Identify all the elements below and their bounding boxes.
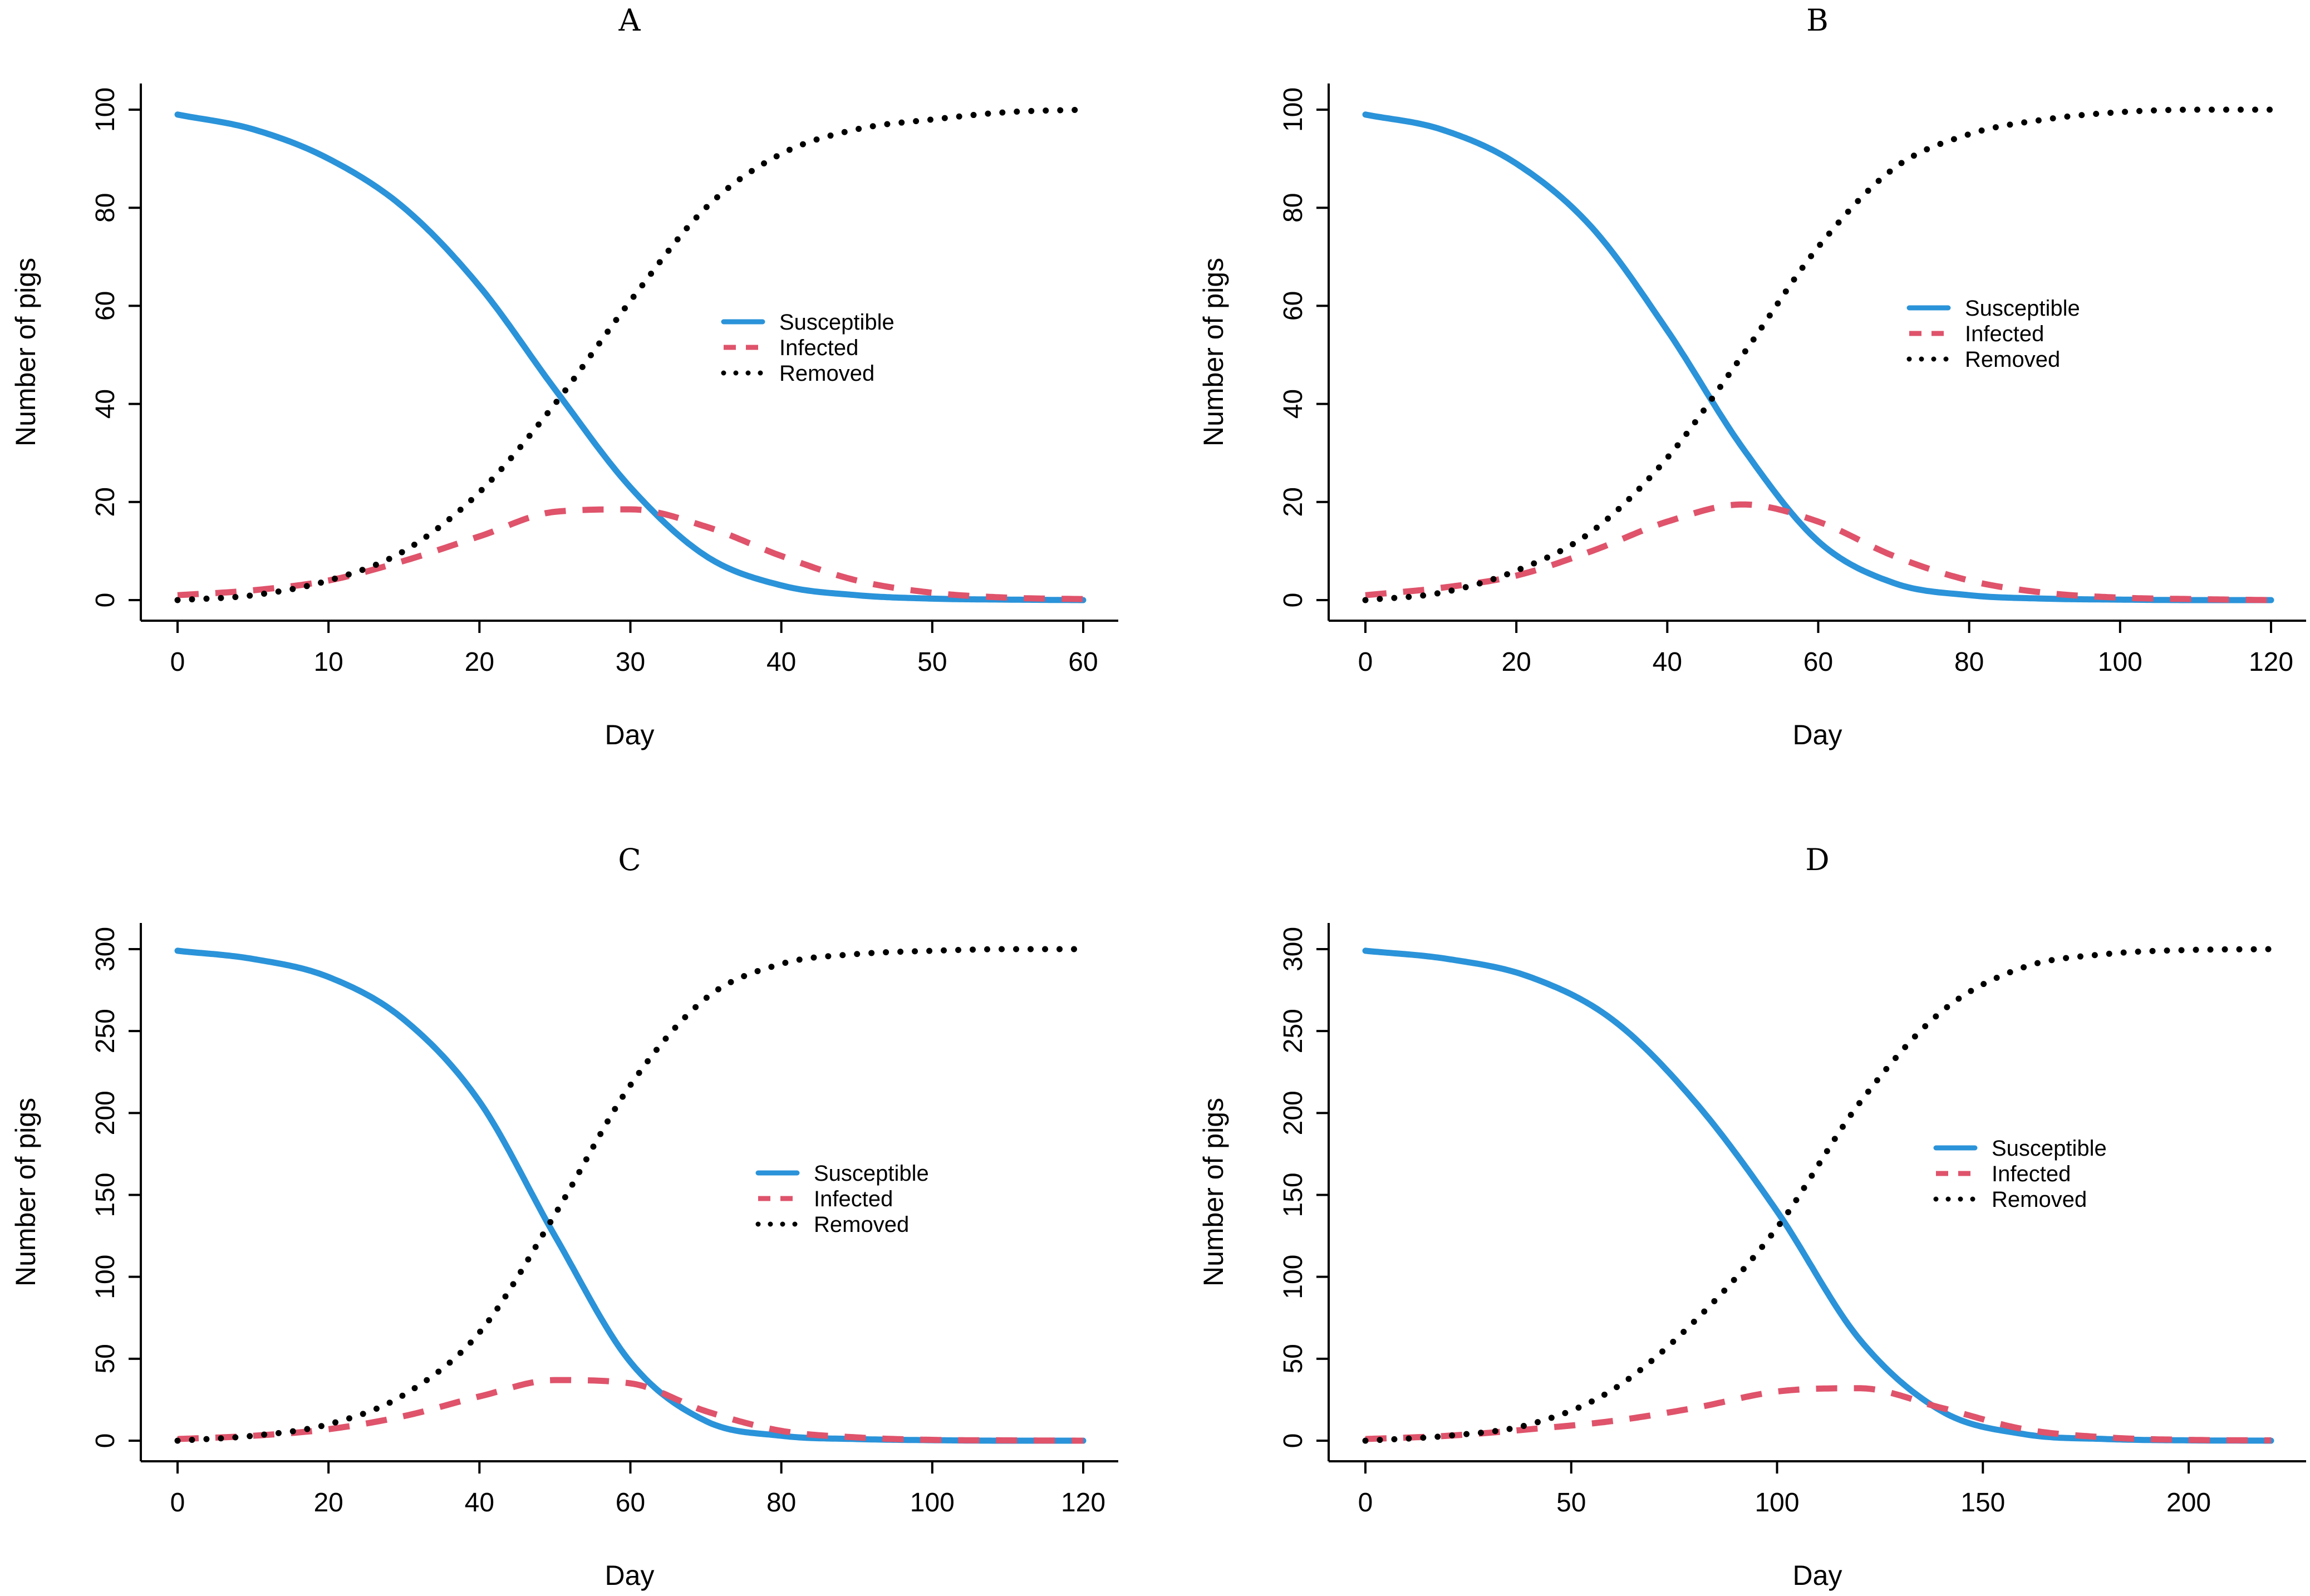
y-tick-label: 100	[1279, 87, 1308, 132]
y-tick-label: 300	[1279, 927, 1308, 971]
y-tick-label: 0	[1279, 593, 1308, 608]
y-tick-label: 150	[1279, 1172, 1308, 1217]
x-tick-label: 150	[1960, 1488, 2005, 1518]
x-tick-label: 20	[1501, 647, 1531, 677]
legend-label-removed: Removed	[814, 1212, 909, 1237]
x-axis-title: Day	[605, 1560, 655, 1591]
x-tick-label: 50	[1556, 1488, 1586, 1518]
y-tick-label: 100	[91, 1255, 120, 1299]
y-tick-label: 0	[91, 593, 120, 608]
y-tick-label: 100	[1279, 1255, 1308, 1299]
x-tick-label: 80	[1954, 647, 1984, 677]
panel-b: B 0 20 40 60 80 100 120 0 20 40 60 80 100 Day Number of…	[1198, 3, 2306, 750]
x-tick-label: 100	[1754, 1488, 1799, 1518]
x-tick-label: 10	[313, 647, 343, 677]
legend-label-infected: Infected	[779, 336, 858, 360]
series-line-susceptible	[1362, 111, 2274, 603]
y-axis-title: Number of pigs	[10, 258, 41, 446]
x-axis-title: Day	[605, 719, 655, 750]
y-axis-title: Number of pigs	[10, 1098, 41, 1286]
x-tick-label: 0	[1358, 647, 1373, 677]
y-tick-label: 50	[1279, 1344, 1308, 1373]
y-tick-label: 60	[1279, 291, 1308, 321]
x-tick-label: 20	[313, 1488, 343, 1518]
legend-label-susceptible: Susceptible	[1992, 1136, 2107, 1161]
y-tick-label: 200	[1279, 1091, 1308, 1135]
y-tick-label: 250	[91, 1009, 120, 1053]
series-line-susceptible	[1362, 947, 2274, 1444]
series-line-infected	[1365, 501, 2272, 603]
y-tick-label: 40	[1279, 389, 1308, 419]
x-tick-label: 200	[2166, 1488, 2211, 1518]
y-tick-label: 80	[1279, 193, 1308, 223]
x-tick-label: 0	[170, 1488, 185, 1518]
x-tick-label: 60	[1068, 647, 1098, 677]
legend-label-removed: Removed	[779, 361, 874, 386]
panel-a: A 0 10 20 30 40 50 60 0 20 40 60 80 100 Day Number of p…	[10, 3, 1118, 750]
panel-title: D	[1805, 842, 1829, 877]
legend-label-susceptible: Susceptible	[779, 310, 894, 335]
y-tick-label: 150	[91, 1172, 120, 1217]
x-axis-title: Day	[1793, 1560, 1842, 1591]
series-line-infected	[1365, 1385, 2272, 1443]
y-tick-label: 50	[91, 1344, 120, 1373]
legend-label-removed: Removed	[1992, 1187, 2087, 1212]
x-tick-label: 40	[766, 647, 796, 677]
panel-title: C	[618, 842, 641, 877]
legend-label-infected: Infected	[1992, 1162, 2071, 1186]
y-tick-label: 0	[91, 1433, 120, 1448]
series-line-infected	[177, 1377, 1084, 1444]
legend-label-removed: Removed	[1965, 347, 2060, 372]
x-tick-label: 40	[1653, 647, 1682, 677]
legend-label-infected: Infected	[1965, 322, 2044, 346]
legend-label-infected: Infected	[814, 1187, 893, 1211]
series-line-removed	[174, 106, 1087, 603]
y-tick-label: 60	[91, 291, 120, 321]
x-tick-label: 0	[170, 647, 185, 677]
x-tick-label: 100	[2098, 647, 2142, 677]
series-line-infected	[177, 506, 1084, 602]
panel-title: B	[1806, 3, 1829, 38]
y-axis-title: Number of pigs	[1198, 258, 1229, 446]
x-tick-label: 60	[1803, 647, 1833, 677]
series-line-removed	[1362, 946, 2274, 1444]
x-tick-label: 120	[2249, 647, 2293, 677]
y-tick-label: 20	[91, 487, 120, 517]
panel-title: A	[618, 3, 641, 38]
x-tick-label: 120	[1061, 1488, 1105, 1518]
x-tick-label: 30	[616, 647, 645, 677]
x-tick-label: 20	[465, 647, 494, 677]
series-line-susceptible	[174, 947, 1087, 1444]
y-axis-title: Number of pigs	[1198, 1098, 1229, 1286]
y-tick-label: 40	[91, 389, 120, 419]
x-tick-label: 80	[766, 1488, 796, 1518]
x-tick-label: 0	[1358, 1488, 1373, 1518]
panel-d: D 0 50 100 150 200 0 50 100 150 200 250 300 Day Number…	[1198, 842, 2306, 1591]
x-tick-label: 40	[465, 1488, 494, 1518]
x-axis-title: Day	[1793, 719, 1842, 750]
legend-label-susceptible: Susceptible	[814, 1161, 929, 1186]
panel-c: C 0 20 40 60 80 100 120 0 50 100 150 200 250 300 Day Num…	[10, 842, 1118, 1591]
x-tick-label: 100	[910, 1488, 955, 1518]
y-tick-label: 300	[91, 927, 120, 971]
series-line-susceptible	[174, 111, 1087, 603]
y-tick-label: 100	[91, 87, 120, 132]
y-tick-label: 200	[91, 1091, 120, 1135]
y-tick-label: 80	[91, 193, 120, 223]
series-line-removed	[1362, 106, 2274, 603]
y-tick-label: 250	[1279, 1009, 1308, 1053]
x-tick-label: 50	[917, 647, 947, 677]
legend-label-susceptible: Susceptible	[1965, 296, 2080, 321]
series-line-removed	[174, 946, 1087, 1444]
y-tick-label: 0	[1279, 1433, 1308, 1448]
x-tick-label: 60	[616, 1488, 645, 1518]
y-tick-label: 20	[1279, 487, 1308, 517]
